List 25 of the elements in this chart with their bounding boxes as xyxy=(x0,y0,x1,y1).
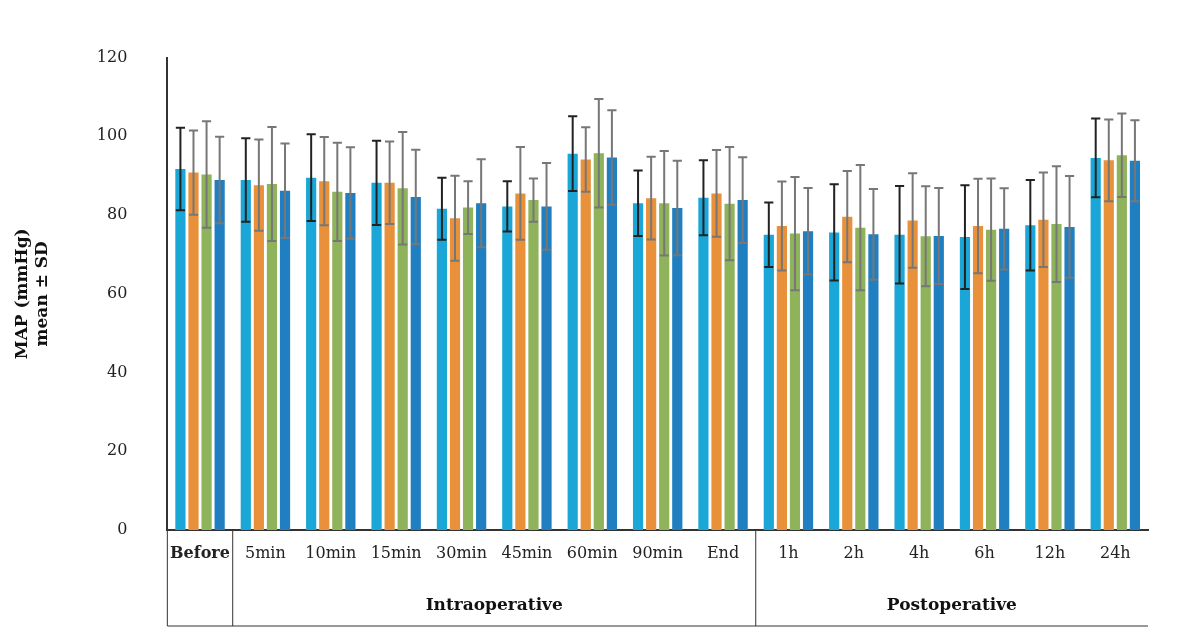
x-tick-label: 4h xyxy=(908,543,930,563)
x-tick-label: 10min xyxy=(305,543,357,563)
x-tick-label: 90min xyxy=(632,543,684,563)
x-tick-label: End xyxy=(706,543,740,563)
y-tick-label: 0 xyxy=(117,519,128,539)
x-tick-label: Before xyxy=(170,543,230,563)
y-axis-title: MAP (mmHg) mean ± SD xyxy=(10,228,52,360)
y-tick-label: 20 xyxy=(106,440,128,460)
y-tick-label: 120 xyxy=(96,46,128,66)
x-tick-label: 45min xyxy=(501,543,553,563)
x-tick-label: 5min xyxy=(245,543,286,563)
y-tick-label: 80 xyxy=(106,204,128,224)
y-tick-label: 40 xyxy=(106,361,128,381)
x-tick-label: 24h xyxy=(1099,543,1131,563)
x-tick-label: 12h xyxy=(1034,543,1066,563)
x-tick-label: 15min xyxy=(370,543,422,563)
y-tick-label: 60 xyxy=(106,282,128,302)
x-tick-label: 2h xyxy=(843,543,865,563)
x-tick-label: 60min xyxy=(566,543,618,563)
text: Postoperative xyxy=(886,594,1018,615)
y-tick-label: 100 xyxy=(96,125,128,145)
x-tick-label: 30min xyxy=(436,543,488,563)
x-tick-label: 1h xyxy=(778,543,799,563)
x-tick-label: 6h xyxy=(974,543,995,563)
text: Intraoperative xyxy=(425,594,563,615)
